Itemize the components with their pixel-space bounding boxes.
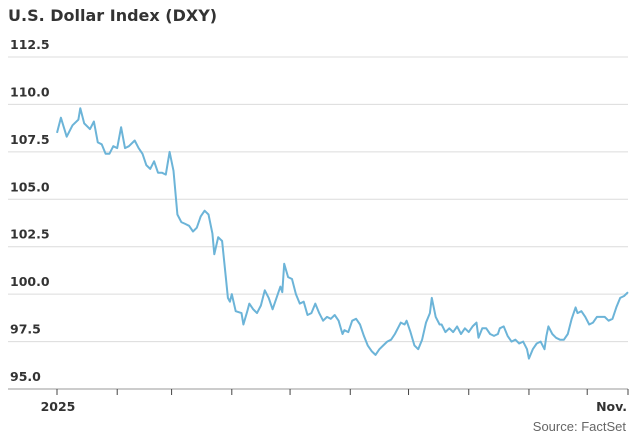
chart-title: U.S. Dollar Index (DXY): [8, 6, 218, 25]
source-note: Source: FactSet: [532, 419, 626, 434]
y-tick-label: 107.5: [10, 132, 50, 147]
y-tick-label: 105.0: [10, 179, 50, 194]
y-tick-label: 95.0: [10, 369, 41, 384]
y-tick-label: 110.0: [10, 84, 50, 99]
y-tick-label: 112.5: [10, 37, 50, 52]
y-tick-label: 97.5: [10, 322, 41, 337]
y-tick-label: 100.0: [10, 274, 50, 289]
series-line-dxy: [56, 107, 629, 360]
x-tick-label: Nov.: [596, 399, 627, 414]
y-tick-label: 102.5: [10, 227, 50, 242]
x-tick-label: 2025: [41, 399, 76, 414]
